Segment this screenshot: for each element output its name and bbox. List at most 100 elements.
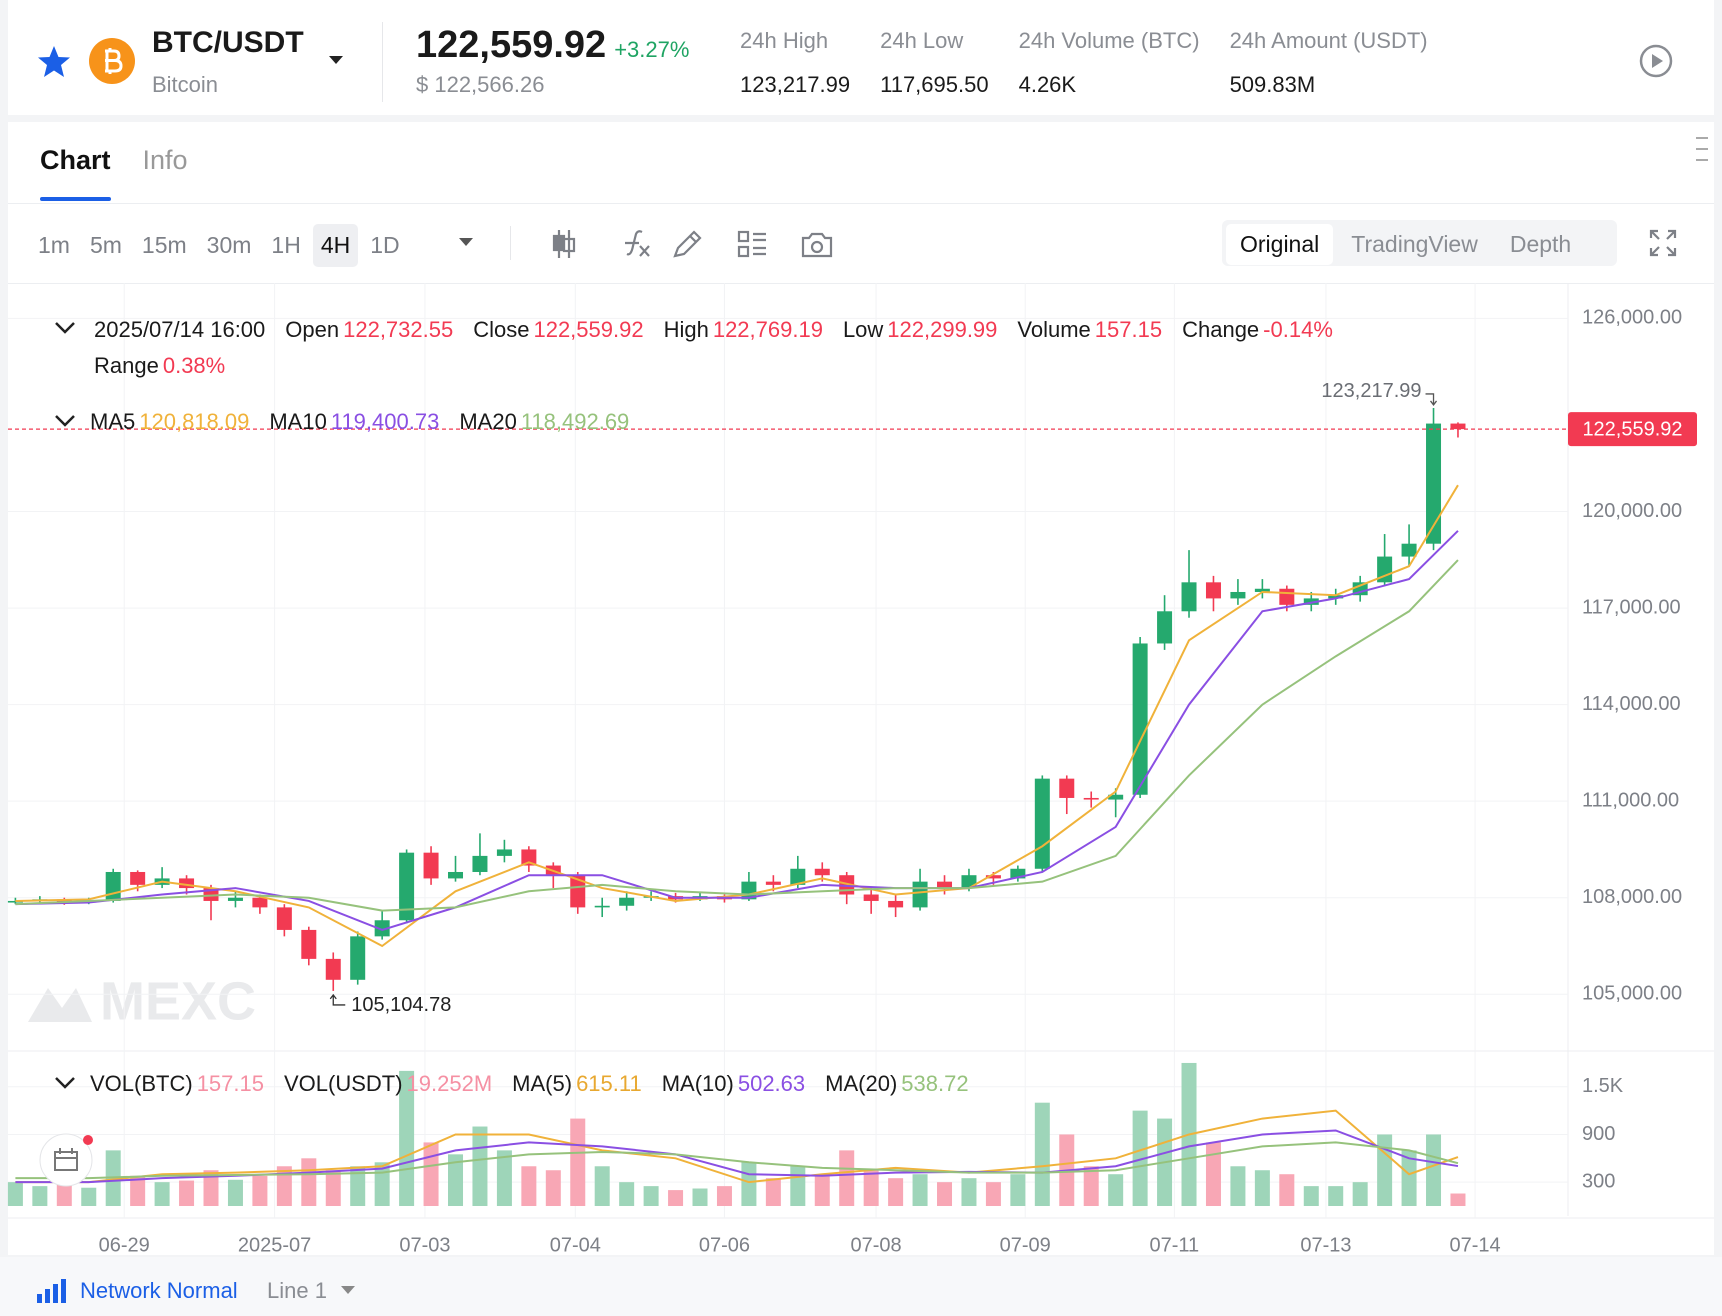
interval[interactable]: 5m bbox=[89, 232, 122, 258]
x-tick-label: 07-13 bbox=[1300, 1234, 1351, 1256]
stat-label: 24h High bbox=[740, 28, 829, 53]
volume-bar bbox=[350, 1166, 366, 1206]
volume-bar bbox=[1426, 1134, 1442, 1206]
ma-name: MA10 bbox=[269, 409, 327, 434]
line-dropdown[interactable] bbox=[340, 1284, 356, 1296]
ma-value: 119,400.73 bbox=[330, 409, 440, 434]
volume-bar bbox=[692, 1188, 708, 1206]
stat: 24h Volume (BTC) 4.26K bbox=[1019, 28, 1200, 98]
vol-info-item: VOL(USDT) 19.252M bbox=[284, 1071, 492, 1097]
interval[interactable]: 1m bbox=[38, 232, 70, 258]
view-option[interactable]: Original bbox=[1226, 224, 1334, 265]
collapse-ohlc[interactable] bbox=[54, 320, 76, 336]
collapse-vol[interactable] bbox=[54, 1075, 76, 1091]
stat-label: 24h Amount (USDT) bbox=[1229, 28, 1428, 53]
pair-dropdown[interactable] bbox=[328, 54, 344, 66]
ohlc-value: -0.14% bbox=[1263, 317, 1333, 342]
ohlc-item: Low 122,299.99 bbox=[843, 317, 997, 343]
tool-icons[interactable] bbox=[545, 226, 845, 262]
collapse-ma[interactable] bbox=[54, 413, 76, 429]
candle-body bbox=[1328, 595, 1344, 599]
volume-bar bbox=[252, 1175, 268, 1206]
coin-name: Bitcoin bbox=[152, 72, 219, 97]
candle-body bbox=[912, 881, 928, 908]
interval[interactable]: 1D bbox=[370, 232, 400, 258]
view-option[interactable]: Depth bbox=[1509, 231, 1572, 257]
last-price-label: 122,559.92 bbox=[1582, 418, 1682, 440]
candle-body bbox=[1010, 868, 1026, 879]
volume-bar bbox=[668, 1190, 684, 1206]
price-change: +3.27% bbox=[614, 37, 690, 62]
calendar-button[interactable] bbox=[36, 1130, 96, 1190]
view-option[interactable]: TradingView bbox=[1351, 231, 1478, 257]
interval[interactable]: 15m bbox=[141, 232, 187, 258]
ohlc-item: Close 122,559.92 bbox=[473, 317, 643, 343]
network-line[interactable]: Line 1 bbox=[267, 1278, 327, 1303]
candle-body bbox=[423, 852, 439, 879]
ohlc-item: Open 122,732.55 bbox=[285, 317, 453, 343]
vol-ma-line bbox=[15, 1109, 1459, 1184]
volume-bar bbox=[1401, 1150, 1417, 1206]
vol-tick-label: 1.5K bbox=[1582, 1075, 1624, 1097]
btc-logo bbox=[89, 38, 135, 84]
ohlc-value: 122,732.55 bbox=[343, 317, 454, 342]
divider bbox=[382, 22, 383, 102]
ma-line bbox=[15, 484, 1459, 948]
volume-bar bbox=[961, 1178, 977, 1206]
ohlc-label: Change bbox=[1182, 317, 1260, 342]
candle-body bbox=[276, 907, 292, 930]
volume-bar bbox=[1230, 1166, 1246, 1206]
volume-bar bbox=[1303, 1186, 1319, 1206]
favorite-star[interactable] bbox=[36, 44, 72, 80]
candle-body bbox=[1279, 588, 1295, 605]
interval[interactable]: 4H bbox=[312, 224, 359, 267]
interval[interactable]: 30m bbox=[206, 232, 252, 258]
ma-line bbox=[15, 559, 1459, 912]
candle-body bbox=[863, 894, 879, 901]
candle-body bbox=[496, 849, 512, 856]
volume-bar bbox=[496, 1150, 512, 1206]
candle-body bbox=[350, 936, 366, 980]
x-tick-label: 07-03 bbox=[399, 1234, 450, 1256]
ohlc-label: Close bbox=[473, 317, 530, 342]
fullscreen[interactable] bbox=[1648, 228, 1678, 258]
volume-bar bbox=[619, 1182, 635, 1206]
drag-handle[interactable] bbox=[1694, 134, 1710, 164]
volume-bar bbox=[716, 1186, 732, 1206]
vol-info-value: 538.72 bbox=[901, 1071, 969, 1096]
candle-body bbox=[1157, 611, 1173, 644]
candle-body bbox=[594, 905, 610, 908]
tab[interactable]: Info bbox=[142, 145, 188, 175]
candle-body bbox=[985, 875, 1001, 879]
ohlc-value: 157.15 bbox=[1094, 317, 1163, 342]
interval-dropdown[interactable] bbox=[458, 236, 474, 248]
x-tick-label: 06-29 bbox=[99, 1234, 150, 1256]
vol-ma-line bbox=[15, 1141, 1459, 1180]
tab[interactable]: Chart bbox=[40, 145, 111, 175]
play-button[interactable] bbox=[1638, 43, 1674, 79]
candle-body bbox=[888, 900, 904, 908]
x-tick-label: 07-08 bbox=[850, 1234, 901, 1256]
interval[interactable]: 1H bbox=[271, 232, 301, 258]
volume-bar bbox=[227, 1179, 243, 1206]
candle-body bbox=[252, 897, 268, 908]
vol-info-value: 615.11 bbox=[576, 1071, 642, 1096]
volume-bar bbox=[1132, 1110, 1148, 1206]
vol-info-item: MA(5) 615.11 bbox=[512, 1071, 642, 1097]
volume-bar bbox=[741, 1162, 757, 1206]
candle-body bbox=[790, 868, 806, 885]
footer bbox=[0, 1257, 1722, 1316]
ohlc-info: 2025/07/14 16:00 Open 122,732.55 Close 122,5… bbox=[94, 317, 1474, 379]
vol-info-item: MA(20) 538.72 bbox=[825, 1071, 968, 1097]
ohlc-label: Range bbox=[94, 353, 159, 378]
candle-body bbox=[1303, 598, 1319, 605]
volume-bar bbox=[423, 1142, 439, 1206]
stat-label: 24h Low bbox=[880, 28, 964, 53]
chart-top-border bbox=[8, 283, 1714, 284]
y-tick-label: 126,000.00 bbox=[1582, 307, 1682, 329]
candle-body bbox=[325, 958, 341, 980]
ma-legend-item: MA10 119,400.73 bbox=[269, 409, 439, 435]
y-tick-label: 120,000.00 bbox=[1582, 500, 1682, 522]
volume-bar bbox=[1254, 1170, 1270, 1206]
